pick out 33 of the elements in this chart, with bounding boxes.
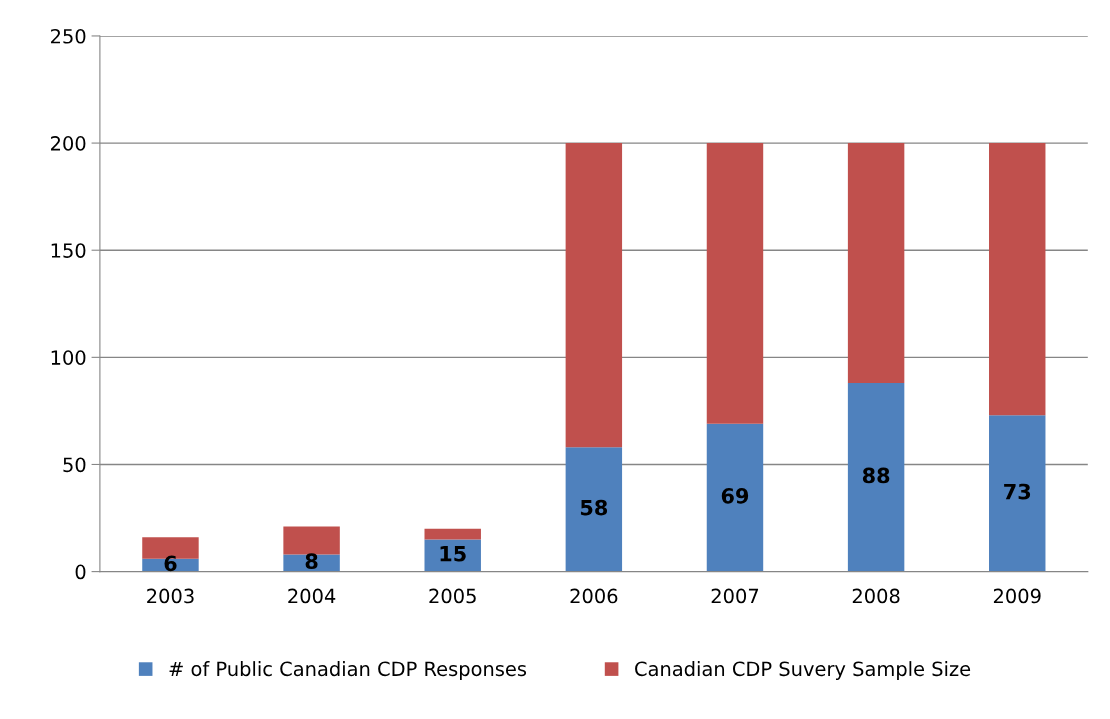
data-label: 73 <box>1004 483 1031 500</box>
bar <box>424 539 481 572</box>
bar <box>283 526 340 555</box>
x-tick-label: 2009 <box>993 588 1041 604</box>
bar <box>565 447 623 572</box>
legend-label: Canadian CDP Suvery Sample Size <box>635 661 971 680</box>
x-tick-label: 2006 <box>570 588 618 604</box>
y-tick-label: 150 <box>51 243 86 258</box>
legend-label: # of Public Canadian CDP Responses <box>169 661 527 680</box>
y-tick-label: 100 <box>51 350 86 366</box>
bar <box>847 143 905 384</box>
bar <box>706 143 764 424</box>
data-label: 58 <box>580 499 608 516</box>
bar <box>989 415 1046 572</box>
bar <box>706 423 764 572</box>
bar <box>989 143 1046 416</box>
y-tick-label: 200 <box>51 136 86 151</box>
data-label: 6 <box>164 555 177 572</box>
data-label: 8 <box>305 553 318 570</box>
data-label: 15 <box>440 546 466 562</box>
bar <box>565 143 623 448</box>
y-tick-label: 0 <box>75 564 86 580</box>
data-label: 88 <box>862 467 890 484</box>
bar <box>847 383 905 572</box>
data-label: 69 <box>721 487 749 504</box>
y-tick-label: 50 <box>63 457 86 473</box>
y-tick-label: 250 <box>51 28 86 44</box>
x-tick-label: 2005 <box>429 588 476 604</box>
x-tick-label: 2008 <box>852 588 900 604</box>
x-tick-label: 2007 <box>711 588 759 604</box>
x-tick-label: 2004 <box>288 588 336 604</box>
x-tick-label: 2003 <box>147 588 194 604</box>
bar <box>424 528 481 540</box>
